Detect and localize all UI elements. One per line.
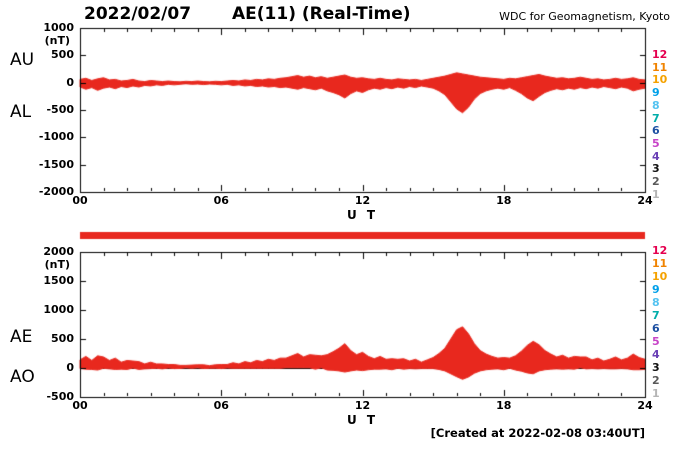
- station-number: 12: [652, 244, 668, 257]
- created-at-label: [Created at 2022-02-08 03:40UT]: [430, 426, 645, 440]
- station-number: 7: [652, 111, 660, 125]
- y-tick-label: 500: [51, 48, 74, 62]
- plot-date: 2022/02/07: [84, 4, 192, 24]
- plot-title: AE(11) (Real-Time): [232, 4, 411, 24]
- al-axis-label: AL: [10, 102, 32, 122]
- x-tick-label: 06: [213, 399, 229, 412]
- station-number: 2: [652, 374, 660, 387]
- y-tick-label: -1000: [38, 130, 74, 144]
- x-tick-label: 24: [637, 194, 653, 207]
- station-number: 3: [652, 361, 660, 374]
- au-axis-label: AU: [10, 50, 35, 70]
- ae-axis-label: AE: [10, 327, 33, 347]
- x-tick-label: 06: [213, 194, 229, 207]
- station-number: 1: [652, 187, 660, 201]
- station-number: 5: [652, 335, 660, 348]
- station-number: 4: [652, 149, 660, 163]
- station-number: 6: [652, 124, 660, 138]
- station-number: 4: [652, 348, 660, 361]
- x-tick-label: 24: [637, 399, 653, 412]
- y-tick-label: -500: [46, 390, 74, 403]
- y-tick-label: 0: [66, 75, 74, 89]
- y-tick-label: 2000: [43, 245, 74, 258]
- unit-label: (nT): [44, 34, 70, 47]
- x-tick-label: 00: [72, 194, 88, 207]
- station-number: 6: [652, 322, 660, 335]
- station-number: 8: [652, 296, 660, 309]
- x-tick-label: 00: [72, 399, 88, 412]
- station-number: 11: [652, 60, 668, 74]
- x-tick-label: 18: [496, 194, 512, 207]
- ut-axis-label: U T: [346, 413, 379, 427]
- x-tick-label: 12: [354, 399, 371, 412]
- ao-axis-label: AO: [10, 367, 35, 387]
- station-number: 11: [652, 257, 668, 270]
- y-tick-label: -500: [46, 103, 74, 116]
- station-number: 5: [652, 136, 660, 150]
- station-number: 9: [652, 86, 660, 100]
- organization-label: WDC for Geomagnetism, Kyoto: [499, 10, 670, 23]
- y-tick-label: 500: [51, 332, 74, 345]
- ut-axis-label: U T: [346, 208, 379, 222]
- unit-label: (nT): [44, 258, 70, 271]
- y-tick-label: 0: [66, 361, 74, 374]
- station-number: 1: [652, 387, 660, 400]
- y-tick-label: -1500: [38, 157, 74, 171]
- station-number: 10: [652, 73, 668, 87]
- y-tick-label: -2000: [38, 185, 74, 198]
- y-tick-label: 1000: [43, 303, 74, 316]
- station-number: 2: [652, 175, 660, 188]
- station-number: 12: [652, 48, 668, 61]
- x-tick-label: 18: [496, 399, 512, 412]
- station-number: 10: [652, 270, 668, 283]
- station-number: 3: [652, 162, 660, 176]
- y-tick-label: 1500: [43, 274, 74, 287]
- y-tick-label: 1000: [43, 21, 74, 34]
- station-number: 9: [652, 283, 660, 296]
- station-number: 8: [652, 98, 660, 112]
- x-tick-label: 12: [354, 194, 371, 207]
- station-number: 7: [652, 309, 660, 322]
